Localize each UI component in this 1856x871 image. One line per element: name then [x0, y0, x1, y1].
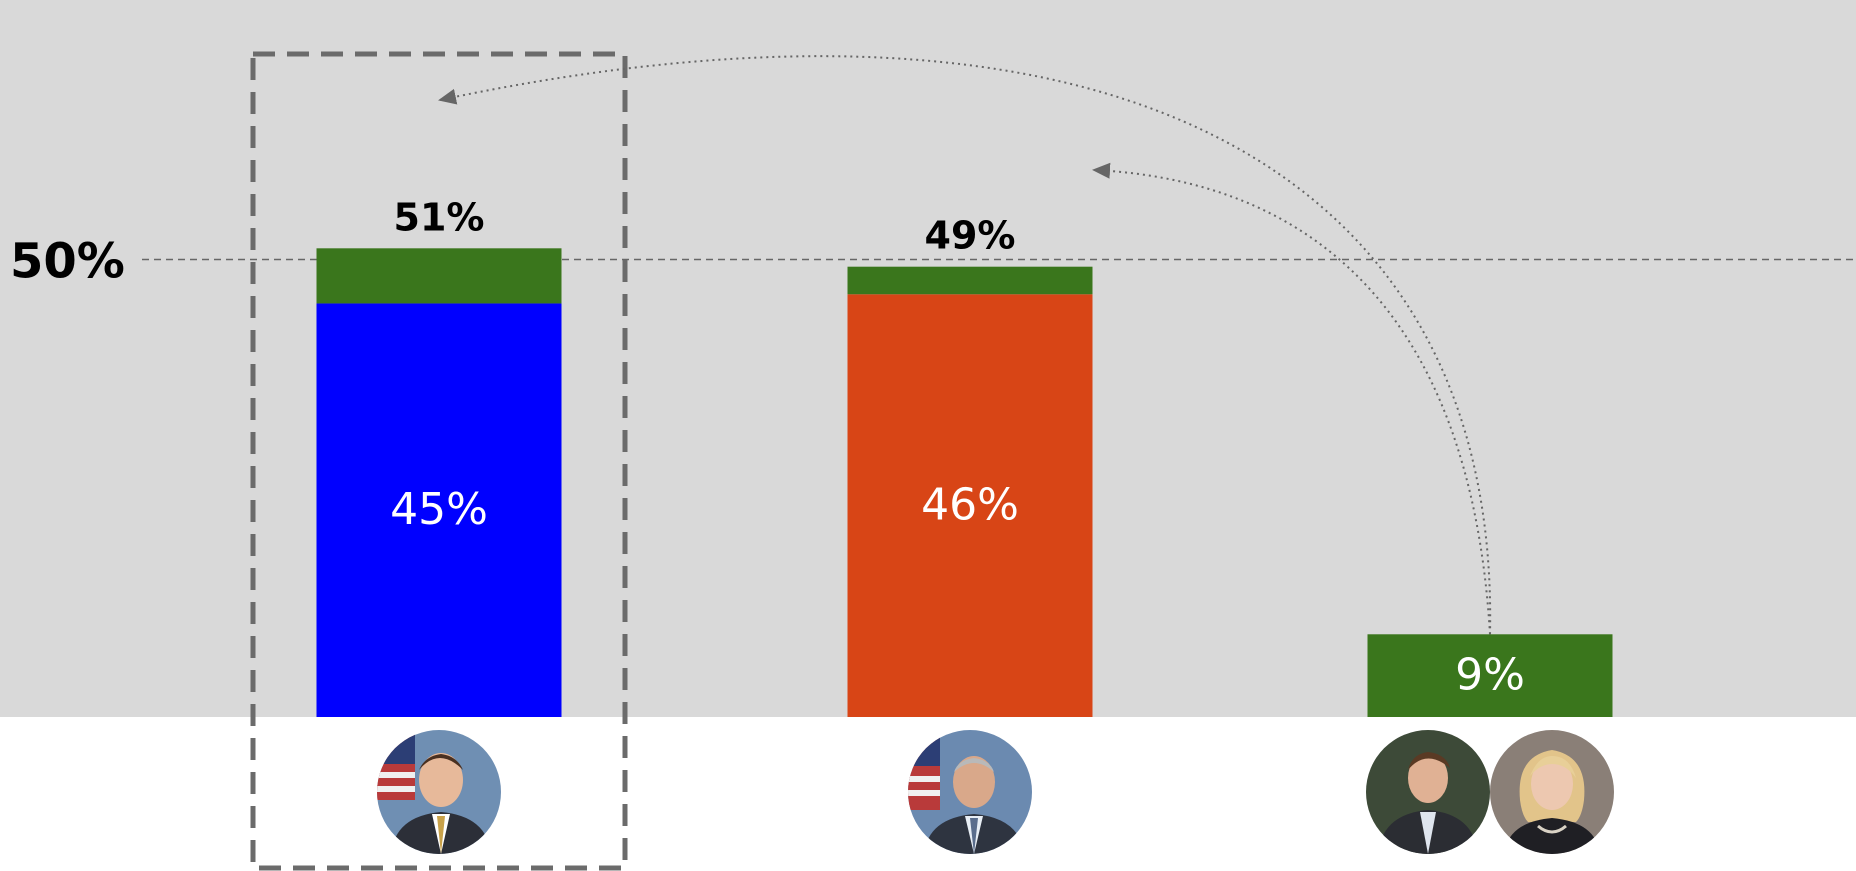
reference-line-label: 50%: [10, 234, 125, 290]
winner-highlight-box: [250, 51, 628, 871]
candidate-photo-2: [908, 730, 1032, 854]
portrait-young-man-icon: [1366, 730, 1490, 854]
portrait-woman-icon: [1490, 730, 1614, 854]
candidate-photo-1: [377, 730, 501, 854]
bar-segment-2-3: [847, 266, 1093, 295]
bar-total-label-2: 49%: [925, 214, 1016, 258]
candidate-photo-3: [1366, 730, 1490, 854]
bar-total-label-1: 51%: [394, 195, 485, 239]
bar-value-label-3: 9%: [1455, 650, 1525, 701]
portrait-man-flag-icon: [377, 730, 501, 854]
candidate-photo-4: [1490, 730, 1614, 854]
transfer-arrow-to-candidate-2: [1092, 162, 1491, 635]
bar-segment-1-1: [316, 303, 562, 717]
bar-segment-3-3: [1367, 634, 1613, 717]
transfer-arrow-to-candidate-1: [438, 55, 1492, 635]
bar-segment-2-2: [847, 294, 1093, 717]
bar-value-label-2: 46%: [921, 480, 1019, 531]
bar-segment-1-3: [316, 248, 562, 304]
bar-value-label-1: 45%: [390, 484, 488, 535]
portrait-older-man-flag-icon: [908, 730, 1032, 854]
